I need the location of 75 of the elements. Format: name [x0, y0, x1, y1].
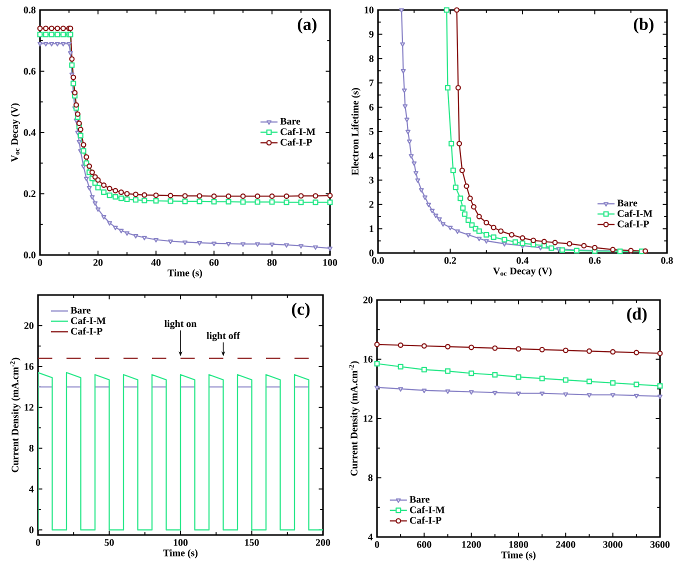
x-tick-label: 0.4	[516, 257, 529, 264]
y-tick-label: 5	[369, 128, 374, 135]
y-tick-label: 0.8	[24, 6, 36, 14]
x-tick-label: 100	[323, 259, 338, 266]
legend-label: Caf-I-P	[618, 220, 649, 228]
y-tick-label: 0	[29, 526, 34, 534]
annotation: light off	[206, 332, 240, 342]
y-tick-label: 0.0	[24, 252, 36, 258]
x-tick-label: 0.8	[661, 257, 673, 264]
legend-label: Bare	[70, 306, 91, 314]
x-tick-label: 80	[267, 259, 277, 266]
x-tick-label: 50	[104, 539, 114, 546]
chart-title: (a)	[298, 18, 316, 34]
y-tick-label: 9	[369, 30, 374, 38]
y-tick-label: 0	[369, 250, 374, 256]
y-tick-label: 4	[369, 152, 374, 160]
annotation: light on	[164, 320, 197, 330]
x-tick-label: 40	[151, 259, 161, 266]
chart-title: (b)	[634, 18, 654, 34]
x-tick-label: 600	[417, 541, 432, 548]
legend-label: Bare	[410, 496, 430, 503]
y-tick-label: 10	[364, 6, 374, 14]
y-axis-title: Electron Lifetime (s)	[351, 88, 360, 176]
x-axis-title: V$_{oc}$ Decay (V)	[493, 267, 552, 276]
y-tick-label: 2	[369, 201, 374, 208]
y-tick-label: 7	[369, 80, 374, 86]
y-axis-title: Current Density (mA.cm$^{-2}$)	[10, 358, 20, 472]
y-tick-label: 4	[368, 534, 373, 540]
legend-label: Caf-I-M	[618, 210, 652, 217]
x-tick-label: 1200	[462, 541, 481, 548]
y-tick-label: 3	[369, 176, 374, 184]
chart-title: (d)	[627, 308, 647, 324]
x-tick-label: 3000	[603, 541, 622, 548]
y-tick-label: 6	[369, 104, 374, 111]
y-tick-label: 1	[370, 225, 374, 232]
y-tick-label: 8	[29, 444, 34, 452]
legend-label: Caf-I-P	[280, 138, 312, 146]
y-axis-title: Current Density (mA.cm$^{-2}$)	[349, 361, 360, 476]
x-tick-label: 60	[209, 259, 219, 266]
y-tick-label: 16	[24, 363, 34, 370]
x-tick-label: 0	[36, 539, 40, 546]
y-tick-label: 4	[29, 486, 34, 492]
legend-label: Caf-I-P	[410, 516, 442, 524]
x-tick-label: 200	[316, 539, 330, 546]
x-tick-label: 0	[374, 541, 380, 548]
x-axis-title: Time (s)	[501, 551, 536, 560]
x-tick-label: 0.6	[588, 257, 601, 264]
x-tick-label: 0	[38, 259, 42, 266]
y-tick-label: 0.2	[24, 190, 36, 198]
legend-label: Bare	[617, 200, 638, 206]
x-axis-title: Time (s)	[163, 549, 198, 558]
x-axis-title: Time (s)	[168, 269, 202, 278]
y-tick-label: 8	[369, 55, 374, 62]
x-tick-label: 3600	[650, 541, 670, 548]
x-tick-label: 20	[93, 259, 103, 266]
y-tick-label: 0.6	[24, 68, 36, 75]
legend-label: Caf-I-M	[280, 128, 316, 136]
legend-label: Caf-I-M	[410, 506, 445, 514]
legend-label: Bare	[280, 118, 300, 125]
y-tick-label: 16	[364, 356, 373, 363]
y-tick-label: 8	[368, 474, 373, 482]
y-tick-label: 0.4	[24, 129, 36, 136]
y-tick-label: 20	[24, 322, 34, 329]
x-tick-label: 0.2	[444, 257, 456, 264]
y-tick-label: 12	[24, 404, 34, 411]
x-tick-label: 2400	[556, 541, 576, 548]
legend-label: Caf-I-P	[71, 327, 102, 335]
y-tick-label: 12	[364, 415, 372, 422]
y-tick-label: 20	[363, 296, 373, 304]
legend-label: Caf-I-M	[71, 316, 106, 324]
y-axis-title: V$_{oc}$ Decay (V)	[10, 103, 20, 162]
x-tick-label: 150	[245, 539, 259, 546]
chart-title: (c)	[292, 302, 310, 318]
x-tick-label: 1800	[509, 541, 528, 548]
x-tick-label: 100	[174, 539, 188, 546]
